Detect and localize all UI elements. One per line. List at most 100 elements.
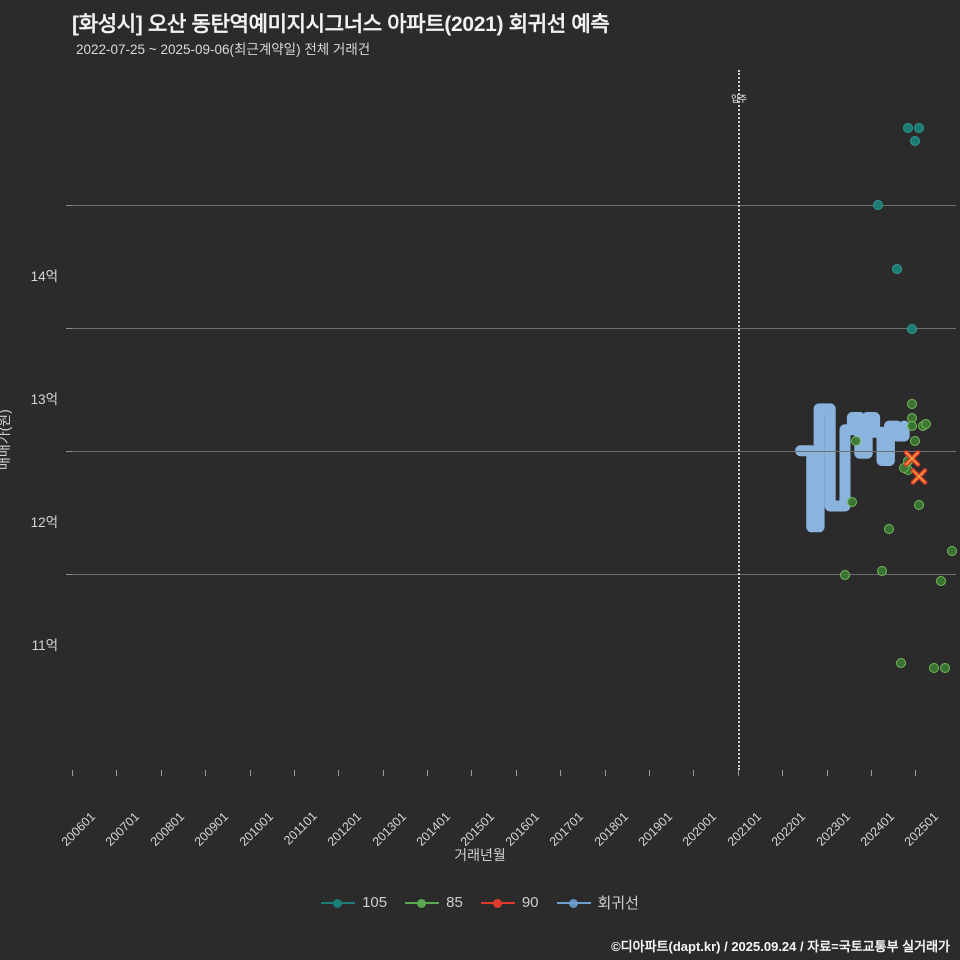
y-tick-label: 14억 <box>30 269 58 285</box>
y-axis-labels: 매매가(원) 11억 12억 13억 14억 <box>0 70 66 770</box>
x-tick-mark <box>604 770 606 776</box>
y-tick-mark <box>66 327 72 329</box>
x-tick-mark <box>649 770 650 776</box>
data-point-105 <box>902 122 913 133</box>
x-tick-label: 201601 <box>502 809 542 849</box>
y-tick-label: 11억 <box>31 637 58 653</box>
x-tick-label: 202501 <box>902 809 942 849</box>
x-tick-mark <box>116 770 118 776</box>
x-tick-mark <box>737 770 739 776</box>
gridline <box>72 327 956 329</box>
legend-swatch-icon <box>480 896 515 910</box>
legend-item-105[interactable]: 105 <box>321 894 387 911</box>
data-point-85 <box>906 421 917 432</box>
page-subtitle: 2022-07-25 ~ 2025-09-06(최근계약일) 전체 거래건 <box>76 42 371 57</box>
x-tick-label: 201701 <box>546 809 587 849</box>
x-axis: 200601 200701 200801 200901 201001 201101 2012… <box>59 770 956 860</box>
legend-label: 90 <box>521 894 539 911</box>
gridline <box>72 450 956 452</box>
x-tick-mark <box>515 770 517 776</box>
y-tick-label: 12억 <box>30 514 58 530</box>
data-point-105 <box>873 200 884 211</box>
y-tick-mark <box>66 450 72 452</box>
regression-line <box>795 403 910 533</box>
x-tick-label: 201001 <box>236 809 276 849</box>
legend-label: 회귀선 <box>597 895 639 912</box>
data-point-105 <box>891 263 902 274</box>
x-axis-title: 거래년월 <box>454 847 506 863</box>
x-tick-mark <box>870 770 872 776</box>
footer-credit: ©디아파트(dapt.kr) / 2025.09.24 / 자료=국토교통부 실… <box>611 939 950 954</box>
x-tick-label: 201301 <box>369 809 409 849</box>
x-tick-mark <box>915 770 917 776</box>
data-point-85 <box>847 497 858 508</box>
x-tick-mark <box>560 770 562 776</box>
x-tick-label: 201101 <box>281 808 320 848</box>
x-tick-label: 202001 <box>680 809 720 849</box>
data-point-105 <box>910 136 921 147</box>
legend-label: 85 <box>446 894 463 911</box>
x-tick-label: 200901 <box>191 809 232 849</box>
legend-swatch-icon <box>405 896 440 910</box>
x-tick-label: 200601 <box>58 809 99 849</box>
x-tick-mark <box>382 770 384 776</box>
x-tick-label: 201501 <box>458 809 498 849</box>
y-tick-label: 13억 <box>30 391 58 407</box>
page-title: [화성시] 오산 동탄역예미지시그너스 아파트(2021) 회귀선 예측 <box>72 13 610 36</box>
data-point-105 <box>914 122 924 133</box>
x-tick-mark <box>826 770 828 776</box>
legend-item-85[interactable]: 85 <box>405 894 463 911</box>
legend-swatch-icon <box>556 896 591 910</box>
data-point-85 <box>840 569 851 580</box>
data-point-85 <box>921 418 932 429</box>
data-point-85 <box>914 499 924 510</box>
legend-item-회귀선[interactable]: 회귀선 <box>556 892 639 913</box>
x-tick-label: 202101 <box>724 809 764 849</box>
x-tick-mark <box>693 770 695 776</box>
x-tick-label: 202301 <box>813 809 853 849</box>
x-tick-label: 201401 <box>413 809 454 849</box>
chart-legend: 105 85 90 회귀선 <box>0 892 960 913</box>
footer-bar <box>0 930 960 960</box>
data-point-85 <box>928 663 939 674</box>
legend-swatch-icon <box>321 896 356 910</box>
data-point-85 <box>899 462 910 473</box>
x-tick-mark <box>338 770 340 776</box>
data-point-85 <box>906 399 917 410</box>
x-tick-mark <box>782 770 784 776</box>
legend-item-90[interactable]: 90 <box>480 894 539 911</box>
y-tick-mark <box>66 573 72 575</box>
x-tick-mark <box>427 770 429 776</box>
data-point-85 <box>936 575 947 586</box>
x-tick-label: 200801 <box>147 809 187 849</box>
gridline <box>72 573 956 575</box>
x-tick-label: 202401 <box>857 809 898 849</box>
regression-path <box>795 403 910 533</box>
move-in-vline <box>737 70 740 770</box>
x-tick-label: 201801 <box>591 809 631 849</box>
x-tick-mark <box>249 770 251 776</box>
gridline <box>72 205 956 207</box>
x-tick-mark <box>293 770 295 776</box>
y-axis-title: 매매가(원) <box>0 409 12 470</box>
x-tick-label: 201201 <box>325 809 365 849</box>
data-point-85 <box>895 658 906 669</box>
x-tick-mark <box>471 770 473 776</box>
x-tick-mark <box>160 770 162 776</box>
move-in-label: 입주 <box>730 94 747 104</box>
x-tick-label: 200701 <box>103 809 143 849</box>
data-point-85 <box>939 663 950 674</box>
data-point-85 <box>910 435 921 446</box>
x-tick-mark <box>205 770 207 776</box>
plot-area: 입주 <box>66 70 958 770</box>
data-point-105 <box>906 324 917 335</box>
data-point-85 <box>947 546 958 557</box>
data-point-85 <box>851 435 862 446</box>
x-tick-label: 202201 <box>768 809 809 849</box>
x-tick-mark <box>72 770 73 776</box>
data-point-85 <box>877 566 888 577</box>
data-point-85 <box>884 524 895 535</box>
y-tick-mark <box>66 205 72 207</box>
legend-label: 105 <box>362 894 388 911</box>
